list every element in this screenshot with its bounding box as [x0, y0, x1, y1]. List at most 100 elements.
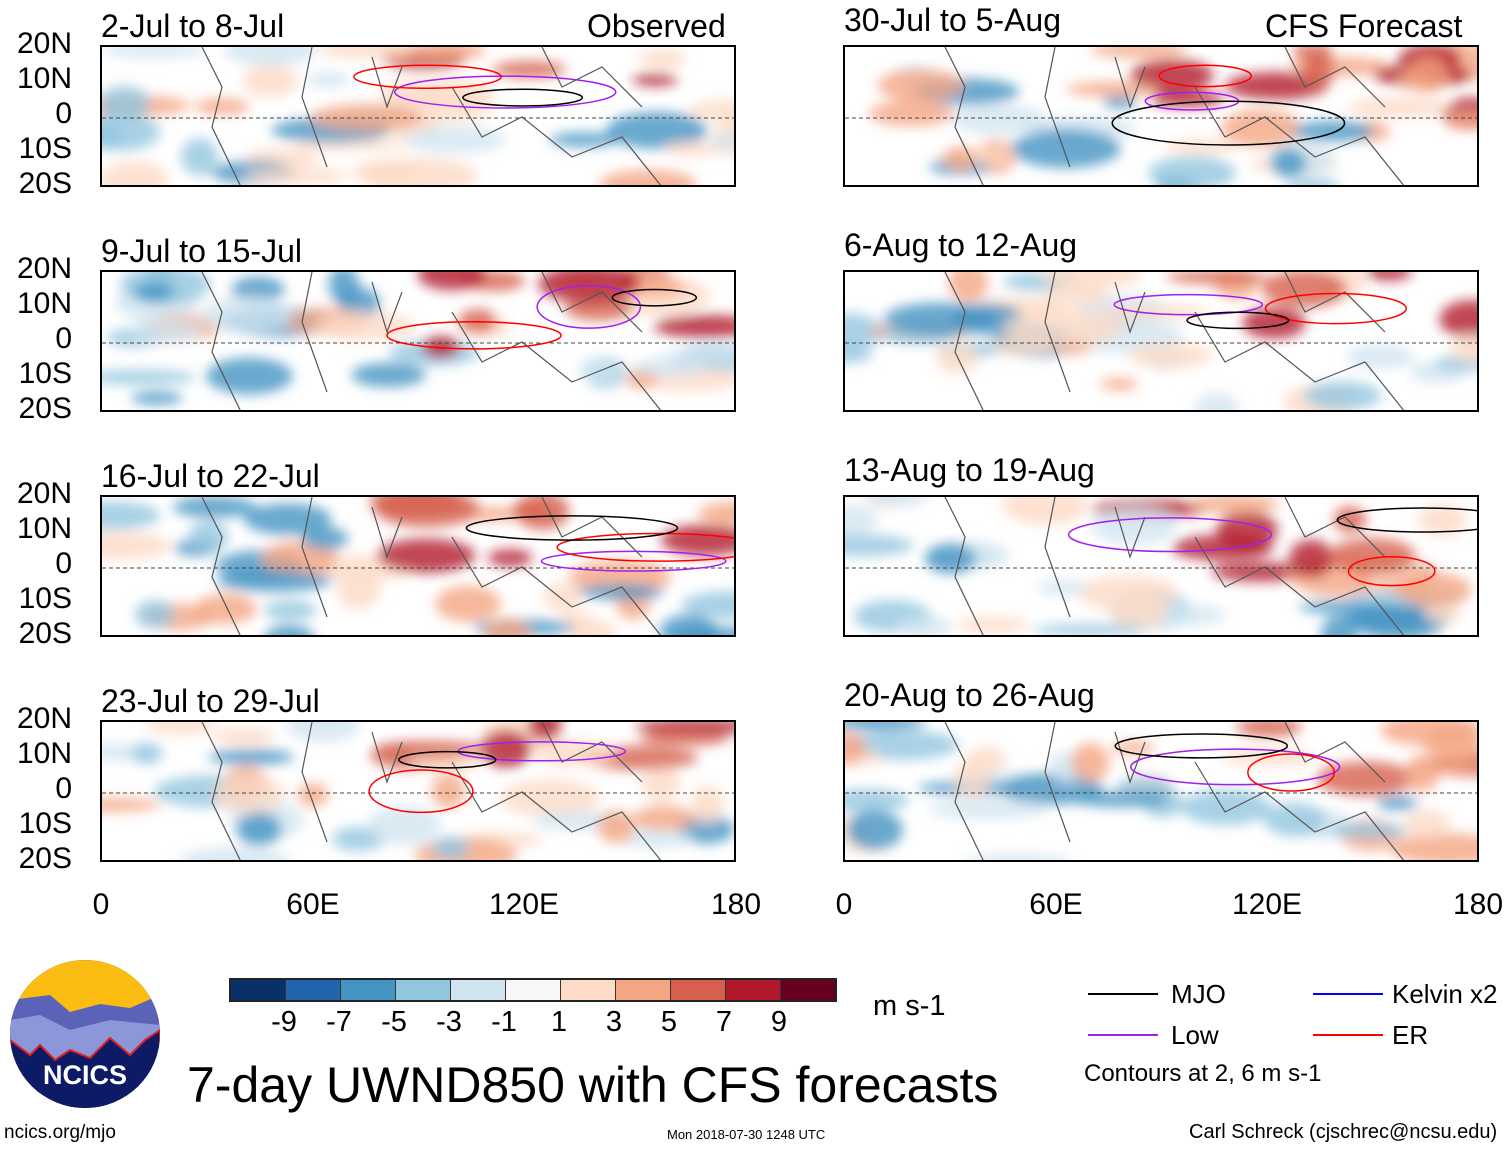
panel-title-4: 23-Jul to 29-Jul [101, 683, 320, 719]
author-credit: Carl Schreck (cjschrec@ncsu.edu) [1189, 1121, 1498, 1143]
colorbar-swatch [561, 980, 616, 1000]
colorbar [229, 978, 837, 1002]
contour-line [398, 750, 497, 769]
panel-title-7: 13-Aug to 19-Aug [844, 452, 1095, 488]
colorbar-swatch [616, 980, 671, 1000]
map-shading [845, 47, 1477, 185]
lat-label: 10N [16, 737, 72, 770]
panel-title-8: 20-Aug to 26-Aug [844, 677, 1095, 713]
map-panel-forecast-1 [843, 45, 1479, 187]
colorbar-swatch [286, 980, 341, 1000]
lat-label: 0 [55, 97, 72, 130]
contour-line [462, 88, 584, 107]
contour-line [556, 532, 734, 562]
contour-line [1347, 556, 1436, 587]
contour-line [1186, 311, 1290, 330]
lon-label: 0 [835, 888, 853, 921]
lon-label: 120E [488, 888, 560, 921]
coastline [201, 722, 662, 860]
colorbar-tick-label: -9 [271, 1006, 297, 1038]
figure-title: 7-day UWND850 with CFS forecasts [187, 1057, 999, 1113]
map-shading [102, 47, 734, 185]
map-panel-forecast-2 [843, 270, 1479, 412]
contour-note: Contours at 2, 6 m s-1 [1084, 1060, 1322, 1087]
colorbar-tick-label: -7 [326, 1006, 352, 1038]
legend-line-er [1313, 1034, 1383, 1036]
colorbar-swatch [341, 980, 396, 1000]
lon-label: 60E [286, 888, 340, 921]
contour-line [386, 321, 562, 350]
map-panel-observed-4 [100, 720, 736, 862]
lat-label: 10S [18, 582, 72, 615]
panel-title-6: 6-Aug to 12-Aug [844, 227, 1078, 263]
lon-label: 180 [710, 888, 762, 921]
lat-label: 10N [16, 62, 72, 95]
coastline [944, 47, 1405, 185]
colorbar-swatch [231, 980, 286, 1000]
contour-line [394, 75, 617, 109]
coastline [944, 497, 1405, 635]
lat-label: 20S [18, 842, 72, 875]
contour-line [1113, 293, 1264, 316]
lat-label: 10N [16, 287, 72, 320]
coastline [944, 272, 1405, 410]
lat-label: 20S [18, 617, 72, 650]
colorbar-tick-label: 7 [715, 1006, 733, 1038]
lat-label: 20S [18, 167, 72, 200]
site-link[interactable]: ncics.org/mjo [4, 1122, 116, 1143]
lat-label: 0 [55, 772, 72, 805]
lat-label: 20S [18, 392, 72, 425]
legend-label-kelvin: Kelvin x2 [1392, 979, 1498, 1009]
contour-line [1336, 507, 1477, 533]
legend-line-kelvin [1313, 993, 1383, 995]
contour-line [1114, 733, 1289, 759]
lat-label: 20N [16, 477, 72, 510]
lat-label: 10S [18, 357, 72, 390]
map-shading [102, 272, 734, 410]
map-panel-forecast-3 [843, 495, 1479, 637]
panel-title-1: 2-Jul to 8-Jul [101, 8, 285, 44]
colorbar-swatch [781, 980, 835, 1000]
contour-line [1067, 517, 1273, 553]
lat-label: 0 [55, 547, 72, 580]
lon-label: 60E [1029, 888, 1083, 921]
legend-label-low: Low [1171, 1020, 1219, 1050]
colorbar-swatch [726, 980, 781, 1000]
logo-text: NCICS [42, 1060, 127, 1090]
legend-line-mjo [1088, 993, 1158, 995]
ncics-logo: NCICS [10, 960, 160, 1108]
map-shading [845, 722, 1477, 860]
panel-title-5: 30-Jul to 5-Aug [844, 2, 1062, 38]
lon-label: 120E [1231, 888, 1303, 921]
map-shading [102, 722, 734, 860]
colorbar-tick-label: 3 [605, 1006, 623, 1038]
timestamp: Mon 2018-07-30 1248 UTC [667, 1127, 826, 1142]
panel-title-2: 9-Jul to 15-Jul [101, 233, 302, 269]
lat-label: 10N [16, 512, 72, 545]
legend-label-mjo: MJO [1171, 979, 1226, 1009]
coastline [201, 272, 662, 410]
lat-label: 20N [16, 27, 72, 60]
map-panel-forecast-4 [843, 720, 1479, 862]
colorbar-units: m s-1 [873, 990, 946, 1022]
colorbar-tick-label: -5 [381, 1006, 407, 1038]
lat-label: 20N [16, 252, 72, 285]
lon-label: 180 [1452, 888, 1504, 921]
colorbar-swatch [451, 980, 506, 1000]
contour-line [611, 288, 698, 307]
map-panel-observed-1 [100, 45, 736, 187]
forecast-label: CFS Forecast [1265, 8, 1463, 44]
coastline [944, 722, 1405, 860]
lat-label: 10S [18, 807, 72, 840]
colorbar-swatch [506, 980, 561, 1000]
lat-label: 20N [16, 702, 72, 735]
map-shading [845, 497, 1477, 635]
lon-label: 0 [92, 888, 110, 921]
contour-line [540, 550, 727, 572]
contour-line [536, 284, 642, 329]
colorbar-swatch [396, 980, 451, 1000]
contour-line [465, 515, 679, 541]
panel-title-3: 16-Jul to 22-Jul [101, 458, 320, 494]
map-panel-observed-2 [100, 270, 736, 412]
contour-line [353, 64, 502, 90]
